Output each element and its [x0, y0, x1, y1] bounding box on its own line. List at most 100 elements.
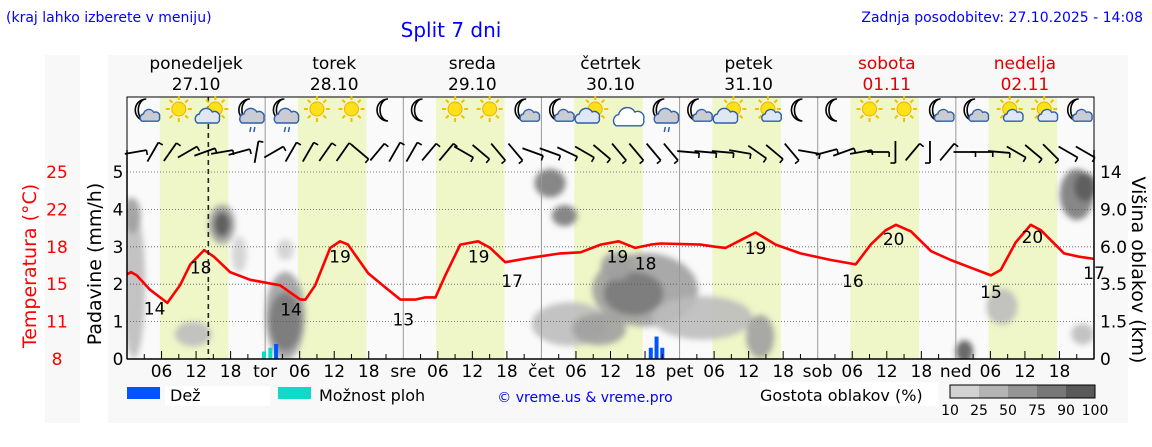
day-date: 27.10 — [172, 75, 221, 95]
sun-icon — [477, 96, 503, 122]
temp-tick: 18 — [46, 238, 68, 258]
cloud-height-tick: 9.0 — [1100, 200, 1127, 220]
daylight-band — [851, 97, 919, 359]
sun-icon — [304, 96, 330, 122]
sun-disc — [344, 102, 358, 116]
temp-tick: 22 — [46, 200, 68, 220]
day-name: sreda — [449, 54, 496, 74]
day-name: nedelja — [994, 54, 1056, 74]
day-date: 02.11 — [1001, 75, 1050, 95]
x-tick-hour: 12 — [462, 362, 484, 382]
wind-barb-tick — [750, 154, 751, 159]
x-tick-hour: 12 — [738, 362, 760, 382]
cloud-patch — [214, 212, 230, 237]
x-tick-hour: 18 — [911, 362, 933, 382]
x-tick-day: čet — [528, 362, 555, 382]
weather-icon-sun — [166, 96, 192, 122]
precip-bar-showers — [268, 348, 272, 359]
x-tick-day: sre — [390, 362, 416, 382]
x-tick-hour: 12 — [876, 362, 898, 382]
sun-disc — [483, 102, 497, 116]
x-tick-hour: 12 — [600, 362, 622, 382]
sun-icon — [442, 96, 468, 122]
day-date: 28.10 — [310, 75, 359, 95]
day-name: sobota — [858, 54, 916, 74]
colorbar-tick: 10 — [941, 403, 959, 419]
precip-tick: 5 — [113, 163, 124, 183]
page-title: Split 7 dni — [401, 18, 502, 42]
precip-bar-rain — [655, 337, 659, 359]
x-tick-day: sob — [803, 362, 833, 382]
day-date: 01.11 — [862, 75, 911, 95]
sun-disc — [448, 102, 462, 116]
legend-rain-label: Dež — [170, 386, 201, 405]
cloud-patch — [1074, 173, 1096, 201]
x-tick-hour: 06 — [427, 362, 449, 382]
location-hint[interactable]: (kraj lahko izberete v meniju) — [6, 10, 212, 26]
colorbar-tick: 25 — [970, 403, 988, 419]
colorbar-segment — [950, 385, 979, 398]
x-tick-hour: 06 — [980, 362, 1002, 382]
weather-icon-sun — [477, 96, 503, 122]
rain-drop — [288, 127, 289, 132]
last-updated: Zadnja posodobitev: 27.10.2025 - 14:08 — [861, 10, 1143, 26]
colorbar-segment — [979, 385, 1008, 398]
precip-tick: 1 — [113, 313, 124, 333]
temperature-label: 14 — [144, 299, 166, 319]
cloud-height-axis-label: Višina oblakov (km) — [1127, 177, 1149, 364]
x-tick-day: pet — [666, 362, 694, 382]
temperature-label: 19 — [745, 239, 767, 259]
sun-disc — [172, 102, 186, 116]
colorbar-tick: 90 — [1057, 403, 1075, 419]
day-date: 30.10 — [586, 75, 635, 95]
sun-icon — [166, 96, 192, 122]
precip-bar-showers — [262, 352, 266, 359]
temp-tick: 15 — [46, 275, 68, 295]
cloud-patch — [1071, 324, 1093, 345]
cloud-patch — [232, 236, 247, 272]
temperature-label: 17 — [501, 272, 523, 292]
rain-drop — [250, 127, 251, 132]
weather-icon-sun — [442, 96, 468, 122]
cloud-height-tick: 14 — [1100, 163, 1122, 183]
temperature-label: 19 — [468, 248, 490, 268]
rain-drop — [664, 127, 665, 132]
sun-icon — [857, 96, 883, 122]
precip-tick: 4 — [113, 200, 124, 220]
x-tick-hour: 12 — [323, 362, 345, 382]
x-tick-hour: 18 — [358, 362, 380, 382]
wind-barb-tick — [146, 150, 147, 155]
rain-drop — [254, 127, 255, 132]
cloud-patch — [277, 239, 294, 260]
day-name: torek — [312, 54, 356, 74]
copyright-link[interactable]: © vreme.us & vreme.pro — [497, 390, 672, 406]
day-name: petek — [725, 54, 773, 74]
x-tick-hour: 06 — [565, 362, 587, 382]
x-tick-hour: 12 — [185, 362, 207, 382]
weather-icon-sun — [338, 96, 364, 122]
temperature-label: 16 — [842, 272, 864, 292]
rain-drop — [284, 127, 285, 132]
temperature-label: 20 — [883, 230, 905, 250]
weather-icon-sun — [891, 96, 917, 122]
weather-icon-sun — [857, 96, 883, 122]
precip-tick: 3 — [113, 238, 124, 258]
temperature-axis-label: Temperatura (°C) — [19, 184, 41, 349]
colorbar-tick: 75 — [1028, 403, 1046, 419]
temperature-label: 19 — [329, 248, 351, 268]
daylight-band — [436, 97, 504, 359]
cloud-patch — [175, 322, 212, 347]
temperature-label: 13 — [392, 310, 414, 330]
sun-icon — [338, 96, 364, 122]
x-tick-hour: 18 — [220, 362, 242, 382]
temperature-label: 20 — [1022, 228, 1044, 248]
precip-bar-rain — [649, 348, 653, 359]
colorbar-tick: 100 — [1082, 403, 1109, 419]
day-name: ponedeljek — [149, 54, 243, 74]
sun-icon — [891, 96, 917, 122]
cloud-height-tick: 0 — [1100, 350, 1111, 370]
colorbar-segment — [1037, 385, 1066, 398]
colorbar-segment — [1066, 385, 1095, 398]
temperature-label: 15 — [980, 283, 1002, 303]
temperature-label: 19 — [607, 248, 629, 268]
